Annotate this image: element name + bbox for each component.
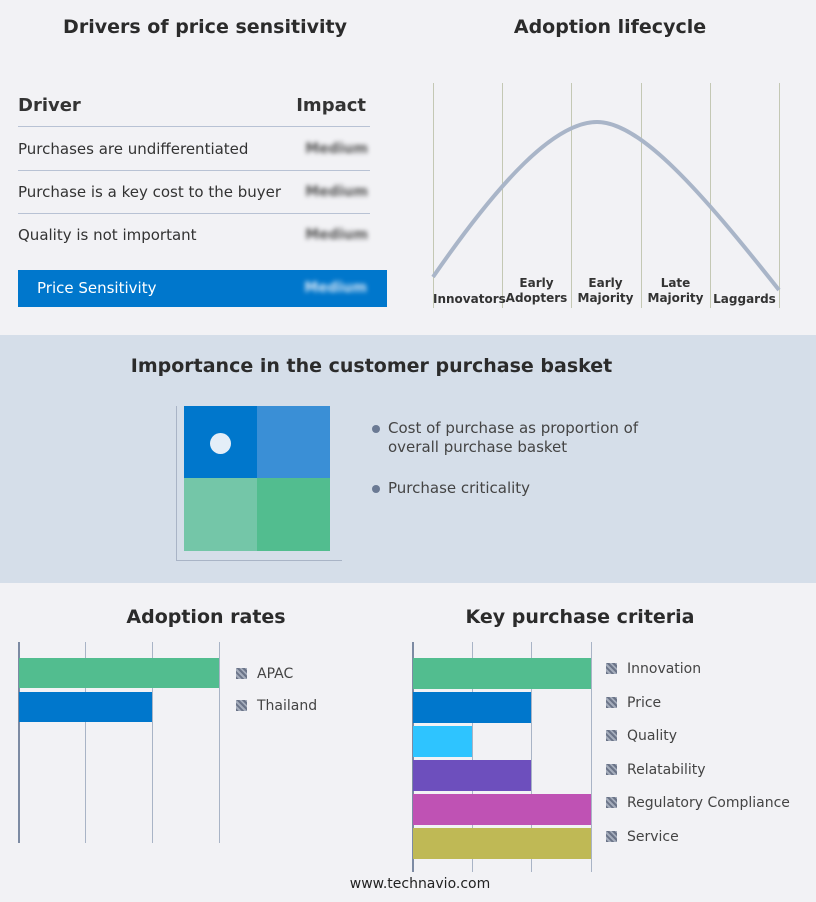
basket-section: Importance in the customer purchase bask…: [0, 335, 816, 583]
bar-relatability: [413, 760, 532, 791]
legend-item: Relatability: [606, 762, 706, 778]
gridline: [85, 642, 86, 843]
impact-header: Impact: [296, 95, 366, 116]
matrix-quadrant: [257, 478, 330, 551]
driver-row: Purchase is a key cost to the buyer Mediu…: [18, 171, 370, 214]
stage-label: Early Adopters: [505, 276, 568, 305]
legend-swatch-icon: [606, 663, 617, 674]
legend-swatch-icon: [606, 831, 617, 842]
legend-swatch-icon: [606, 696, 617, 708]
legend-item: Regulatory Compliance: [606, 795, 790, 811]
driver-row: Purchases are undifferentiated Medium: [18, 128, 370, 171]
bar-quality: [413, 726, 472, 757]
gridline: [591, 642, 593, 872]
legend-item: Thailand: [236, 698, 317, 714]
legend-item: APAC: [236, 666, 293, 682]
basket-title: Importance in the customer purchase bask…: [130, 355, 613, 377]
drivers-header: Driver Impact: [18, 84, 370, 127]
gridline: [471, 642, 473, 872]
lifecycle-curve: [431, 119, 781, 292]
gridline: [531, 642, 533, 872]
impact-value: Medium: [305, 227, 368, 243]
basket-legend-item: Cost of purchase as proportion of overal…: [372, 419, 642, 457]
stage-label: Laggards: [713, 292, 776, 306]
gridline: [152, 642, 153, 843]
footer-url: www.technavio.com: [349, 876, 491, 892]
stage-label: Early Majority: [577, 276, 634, 305]
driver-label: Quality is not important: [18, 226, 197, 244]
driver-label: Purchases are undifferentiated: [18, 140, 249, 158]
kpc-title: Key purchase criteria: [465, 606, 695, 628]
axis-line: [412, 642, 414, 872]
legend-item: Innovation: [606, 661, 701, 677]
bar-price: [413, 692, 532, 723]
stage-label: Innovators: [433, 292, 506, 306]
legend-swatch-icon: [606, 763, 617, 775]
bar-innovation: [413, 658, 592, 689]
driver-header: Driver: [18, 95, 81, 116]
legend-swatch-icon: [236, 700, 247, 711]
summary-label: Price Sensitivity: [37, 279, 157, 297]
bar-service: [413, 828, 592, 859]
summary-impact: Medium: [304, 280, 367, 296]
matrix-quadrant: [257, 406, 330, 478]
legend-swatch-icon: [606, 797, 617, 809]
basket-legend-item: Purchase criticality: [372, 479, 530, 497]
bar-regulatory-compliance: [413, 794, 592, 825]
impact-value: Medium: [305, 184, 368, 200]
price-sensitivity-summary: Price Sensitivity Medium: [18, 270, 387, 307]
impact-value: Medium: [305, 141, 368, 157]
matrix-quadrant: [184, 478, 257, 551]
legend-item: Price: [606, 695, 661, 711]
gridline: [219, 642, 220, 843]
lifecycle-title: Adoption lifecycle: [513, 16, 707, 38]
driver-row: Quality is not important Medium: [18, 214, 370, 257]
stage-label: Late Majority: [647, 276, 704, 305]
bar-thailand: [19, 692, 152, 722]
axis-line: [18, 642, 20, 843]
drivers-title: Drivers of price sensitivity: [63, 16, 347, 38]
bar-apac: [19, 658, 219, 688]
position-marker: [210, 433, 231, 454]
legend-swatch-icon: [236, 668, 247, 679]
legend-swatch-icon: [606, 730, 617, 742]
legend-item: Quality: [606, 728, 677, 744]
legend-item: Service: [606, 829, 679, 845]
driver-label: Purchase is a key cost to the buyer: [18, 183, 282, 201]
adoption-rates-title: Adoption rates: [126, 606, 286, 628]
